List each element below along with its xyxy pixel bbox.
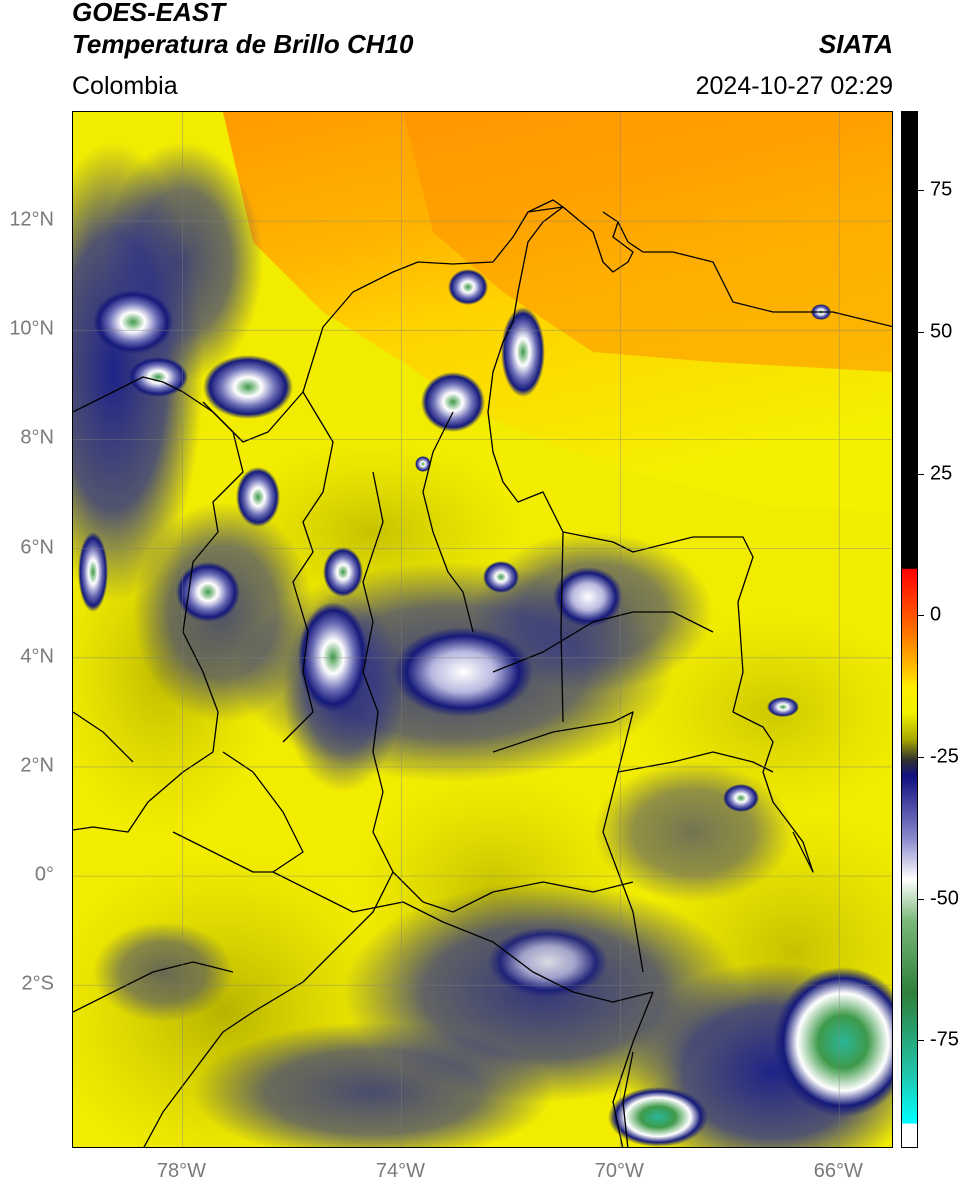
colorbar-tick-label: -75 (930, 1028, 959, 1051)
colorbar-tick (918, 757, 924, 758)
gridlines (73, 112, 892, 1147)
lon-tick-label: 70°W (594, 1160, 644, 1182)
lat-tick-label: 4°N (20, 645, 54, 668)
lon-tick-label: 78°W (156, 1160, 207, 1182)
colorbar-tick (918, 190, 924, 192)
lat-tick-label: 0° (34, 863, 54, 886)
colorbar-tick (918, 898, 924, 900)
colorbar-tick (918, 1040, 924, 1042)
lon-tick-label: 74°W (375, 1160, 425, 1182)
product-title: Temperatura de Brillo CH10 (72, 29, 414, 59)
lat-tick-label: 10°N (9, 317, 54, 340)
lat-tick-label: 6°N (20, 536, 54, 559)
colorbar-tick-label: 75 (930, 178, 953, 201)
colorbar-tick-label: 0 (930, 603, 942, 626)
brightness-temperature-map (72, 111, 893, 1148)
lat-tick-label: 8°N (20, 426, 54, 449)
lat-tick-label: 2°S (21, 972, 54, 995)
colorbar-tick-label: -25 (930, 745, 959, 768)
datetime-label: 2024-10-27 02:29 (695, 72, 893, 100)
lon-tick-label: 66°W (813, 1160, 863, 1182)
colorbar (901, 111, 918, 1148)
colorbar-tick (918, 473, 924, 475)
lat-tick-label: 2°N (20, 754, 54, 777)
colorbar-tick (918, 332, 924, 333)
colorbar-tick-label: 25 (930, 462, 953, 485)
region-label: Colombia (72, 72, 178, 100)
colorbar-tick-label: -50 (930, 887, 959, 910)
satellite-title: GOES-EAST (72, 0, 226, 27)
colorbar-tick (918, 615, 924, 617)
colorbar-tick-label: 50 (930, 320, 953, 343)
agency-label: SIATA (818, 29, 893, 59)
lat-tick-label: 12°N (9, 208, 54, 231)
